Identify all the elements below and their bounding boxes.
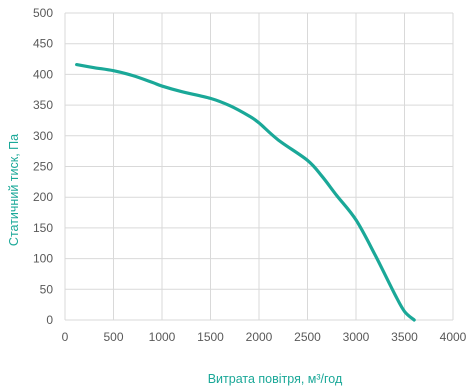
y-tick-label: 400 — [33, 67, 53, 81]
x-tick-label: 1000 — [149, 330, 176, 344]
y-tick-label: 450 — [33, 37, 53, 51]
x-tick-label: 4000 — [440, 330, 467, 344]
y-tick-label: 100 — [33, 252, 53, 266]
x-tick-label: 500 — [103, 330, 123, 344]
y-tick-label: 50 — [40, 282, 54, 296]
y-axis-label: Статичний тиск, Па — [7, 134, 21, 246]
y-tick-label: 500 — [33, 6, 53, 20]
y-tick-label: 0 — [46, 313, 53, 327]
x-tick-label: 1500 — [197, 330, 224, 344]
y-tick-label: 150 — [33, 221, 53, 235]
x-axis-ticks: 0 500 1000 1500 2000 2500 3000 3500 4000 — [62, 330, 467, 344]
grid — [64, 12, 454, 321]
x-tick-label: 3000 — [343, 330, 370, 344]
y-tick-label: 200 — [33, 190, 53, 204]
y-tick-label: 350 — [33, 98, 53, 112]
x-tick-label: 0 — [62, 330, 69, 344]
y-tick-label: 250 — [33, 160, 53, 174]
x-tick-label: 2000 — [246, 330, 273, 344]
x-axis-label: Витрата повітря, м³/год — [208, 372, 343, 386]
y-axis-ticks: 0 50 100 150 200 250 300 350 400 450 500 — [33, 6, 53, 327]
x-tick-label: 3500 — [391, 330, 418, 344]
x-tick-label: 2500 — [294, 330, 321, 344]
series-line-0 — [75, 62, 416, 322]
y-tick-label: 300 — [33, 129, 53, 143]
series-layer — [75, 62, 416, 322]
